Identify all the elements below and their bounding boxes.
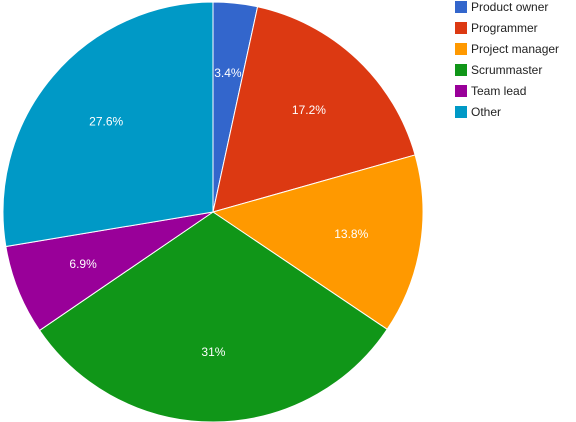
- data-labels-group: 3.4% 17.2% 13.8% 31% 6.9% 27.6%: [69, 66, 368, 359]
- legend-item-product-owner[interactable]: Product owner: [455, 0, 548, 14]
- legend-item-programmer[interactable]: Programmer: [455, 21, 538, 35]
- legend-swatch-scrummaster: [455, 64, 467, 76]
- legend-label-other: Other: [471, 105, 501, 119]
- pie-slice-programmer[interactable]: [212, 6, 416, 213]
- data-label-programmer: 17.2%: [292, 103, 326, 117]
- legend-item-project-manager[interactable]: Project manager: [455, 42, 559, 56]
- legend-label-scrummaster: Scrummaster: [471, 63, 542, 77]
- pie-slice-other[interactable]: [2, 1, 214, 248]
- legend-swatch-programmer: [455, 22, 467, 34]
- legend-item-other[interactable]: Other: [455, 105, 501, 119]
- legend-label-team-lead: Team lead: [471, 84, 526, 98]
- data-label-other: 27.6%: [89, 115, 123, 129]
- legend-swatch-project-manager: [455, 43, 467, 55]
- data-label-product-owner: 3.4%: [214, 66, 242, 80]
- legend: Product owner Programmer Project manager Sc…: [455, 0, 559, 119]
- legend-label-project-manager: Project manager: [471, 42, 559, 56]
- legend-label-programmer: Programmer: [471, 21, 538, 35]
- legend-swatch-team-lead: [455, 85, 467, 97]
- legend-item-scrummaster[interactable]: Scrummaster: [455, 63, 542, 77]
- pie-slice-project-manager[interactable]: [211, 154, 424, 331]
- legend-item-team-lead[interactable]: Team lead: [455, 84, 526, 98]
- data-label-team-lead: 6.9%: [69, 257, 97, 271]
- data-label-project-manager: 13.8%: [334, 227, 368, 241]
- data-label-scrummaster: 31%: [201, 345, 225, 359]
- legend-swatch-other: [455, 106, 467, 118]
- legend-swatch-product-owner: [455, 1, 467, 13]
- slices-group: [2, 1, 424, 422]
- legend-label-product-owner: Product owner: [471, 0, 548, 14]
